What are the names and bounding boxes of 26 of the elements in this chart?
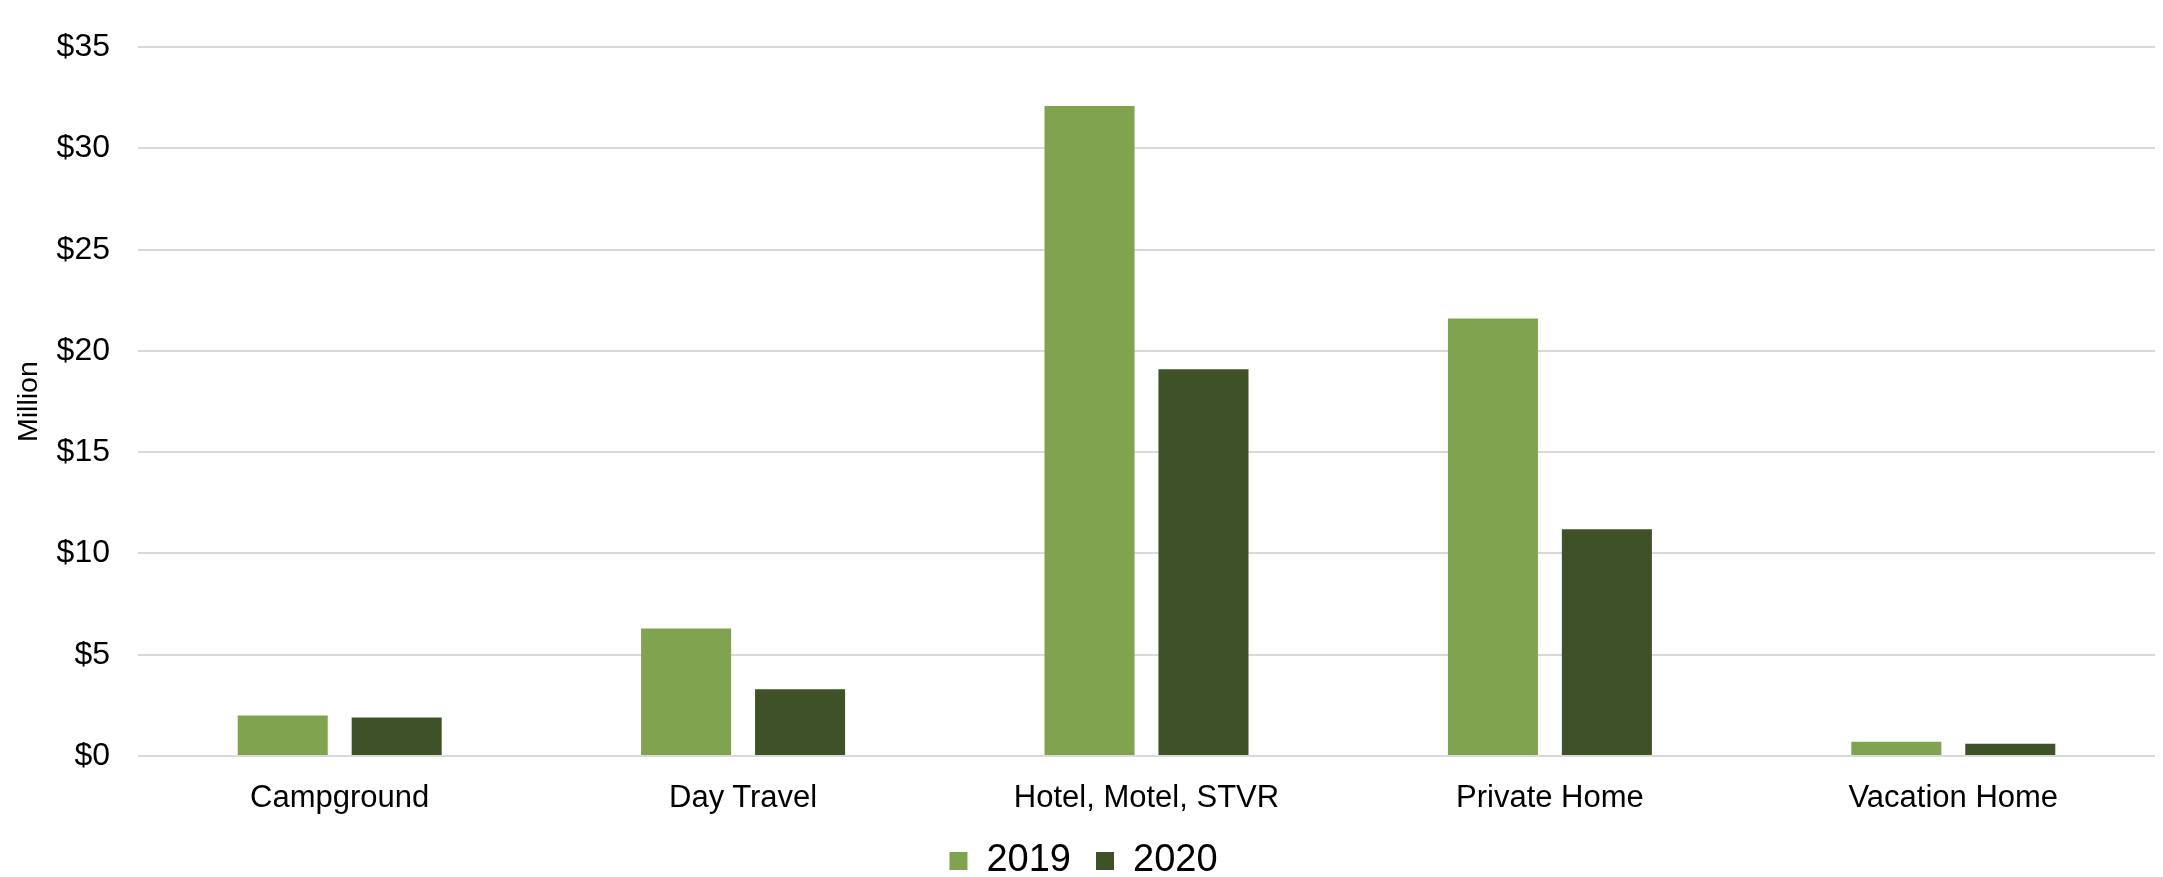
legend-label: 2019 <box>986 837 1072 877</box>
bar <box>1851 741 1942 755</box>
y-tick-label: $20 <box>56 330 110 367</box>
bar <box>1447 318 1538 755</box>
y-tick-label: $0 <box>74 735 110 772</box>
bar <box>351 717 442 755</box>
y-tick-label: $30 <box>56 128 110 165</box>
y-tick-label: $5 <box>74 634 110 671</box>
y-tick-label: $10 <box>56 533 110 570</box>
y-tick-label: $15 <box>56 432 110 469</box>
bar <box>1561 529 1652 755</box>
y-axis-title: Million <box>10 361 43 442</box>
x-tick-label: Campground <box>250 779 430 815</box>
bar <box>755 689 846 755</box>
x-tick-label: Private Home <box>1456 779 1644 815</box>
x-tick-label: Vacation Home <box>1848 779 2059 815</box>
legend-label: 2020 <box>1133 837 1218 877</box>
y-tick-label: $35 <box>56 27 110 64</box>
bar <box>1965 743 2056 755</box>
bar <box>237 715 328 755</box>
x-tick-label: Day Travel <box>669 779 818 815</box>
bar <box>641 628 732 755</box>
bar <box>1044 105 1135 755</box>
x-tick-label: Hotel, Motel, STVR <box>1013 779 1280 815</box>
y-tick-label: $25 <box>56 229 110 266</box>
bar <box>1158 369 1249 755</box>
